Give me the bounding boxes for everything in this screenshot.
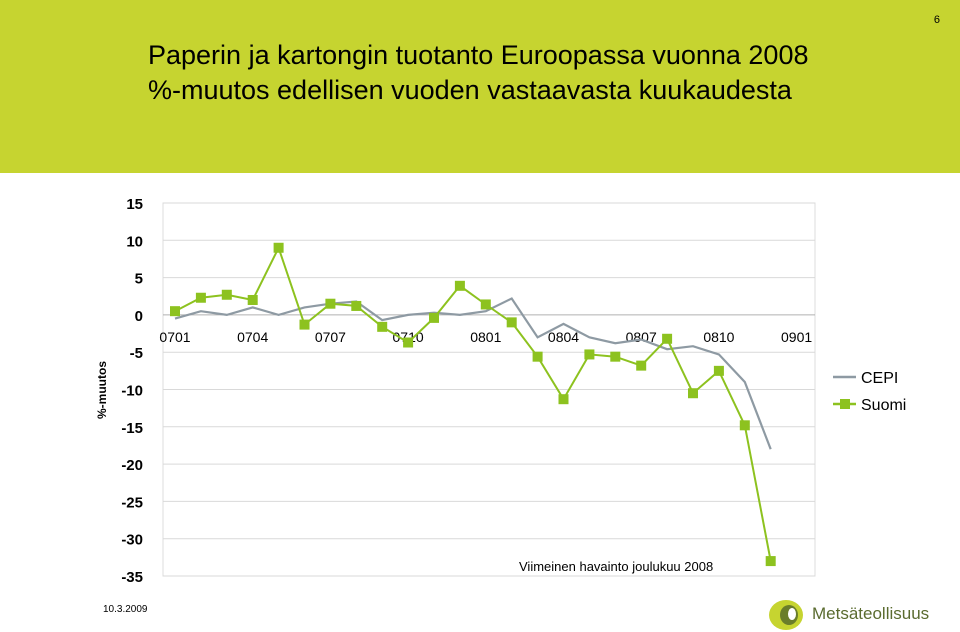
slide-subtitle: %-muutos edellisen vuoden vastaavasta ku… [148,75,792,105]
y-tick-label: -10 [121,383,143,400]
legend-label: CEPI [861,370,898,387]
data-point-suomi [558,394,569,405]
legend-label: Suomi [861,397,906,414]
data-point-suomi [584,349,595,360]
data-point-suomi [765,556,776,567]
series-line-suomi [174,245,772,562]
x-tick-label: 0701 [159,329,190,345]
data-point-suomi [221,289,232,300]
data-point-suomi [195,292,206,303]
data-point-suomi [506,317,517,328]
y-tick-label: -30 [121,532,143,549]
x-tick-label: 0704 [237,329,268,345]
data-point-suomi [636,360,647,371]
data-point-suomi [351,300,362,311]
y-tick-label: 5 [135,271,143,288]
y-tick-label: -20 [121,457,143,474]
data-point-suomi [429,312,439,323]
page-number: 6 [933,14,940,26]
data-point-suomi [688,388,698,399]
logo-text: Metsäteollisuus [812,604,930,623]
data-point-suomi [299,319,310,330]
metsateollisuus-logo-icon [769,600,803,630]
y-tick-label: -5 [130,345,143,362]
data-point-suomi [325,298,336,309]
data-point-suomi [377,321,388,332]
y-tick-label: 15 [126,196,143,213]
title-banner [0,0,960,173]
data-point-suomi [273,242,284,253]
data-point-suomi [532,351,543,362]
data-point-suomi [480,299,491,310]
chart-annotation: Viimeinen havainto joulukuu 2008 [519,559,713,574]
x-tick-label: 0901 [781,329,812,345]
x-tick-label: 0710 [393,329,424,345]
x-tick-label: 0801 [470,329,501,345]
y-tick-label: -15 [121,420,143,437]
y-axis-label: %-muutos [95,361,109,419]
data-point-suomi [454,280,465,291]
x-tick-label: 0707 [315,329,346,345]
data-point-suomi [739,420,750,431]
data-point-suomi [610,351,621,362]
slide-title: Paperin ja kartongin tuotanto Euroopassa… [148,40,809,70]
data-point-suomi [247,294,258,305]
y-tick-label: -25 [121,494,143,511]
data-point-suomi [170,306,180,317]
x-tick-label: 0804 [548,329,579,345]
y-tick-label: 0 [135,308,143,325]
y-tick-label: 10 [126,233,143,250]
x-tick-label: 0810 [703,329,734,345]
data-point-suomi [662,333,673,344]
data-point-suomi [403,337,414,348]
legend-marker [840,399,850,409]
y-tick-label: -35 [121,569,143,586]
data-point-suomi [713,365,724,376]
footer-date: 10.3.2009 [103,604,148,615]
